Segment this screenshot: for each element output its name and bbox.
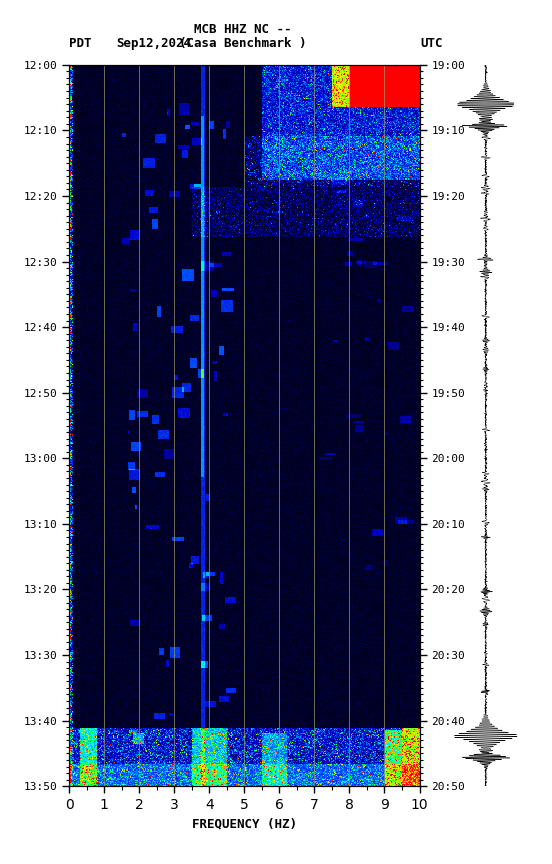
Text: UTC: UTC xyxy=(421,37,443,50)
Text: Sep12,2024: Sep12,2024 xyxy=(116,37,191,50)
Text: (Casa Benchmark ): (Casa Benchmark ) xyxy=(179,37,306,50)
X-axis label: FREQUENCY (HZ): FREQUENCY (HZ) xyxy=(192,817,297,830)
Text: PDT: PDT xyxy=(69,37,92,50)
Text: MCB HHZ NC --: MCB HHZ NC -- xyxy=(194,23,291,36)
